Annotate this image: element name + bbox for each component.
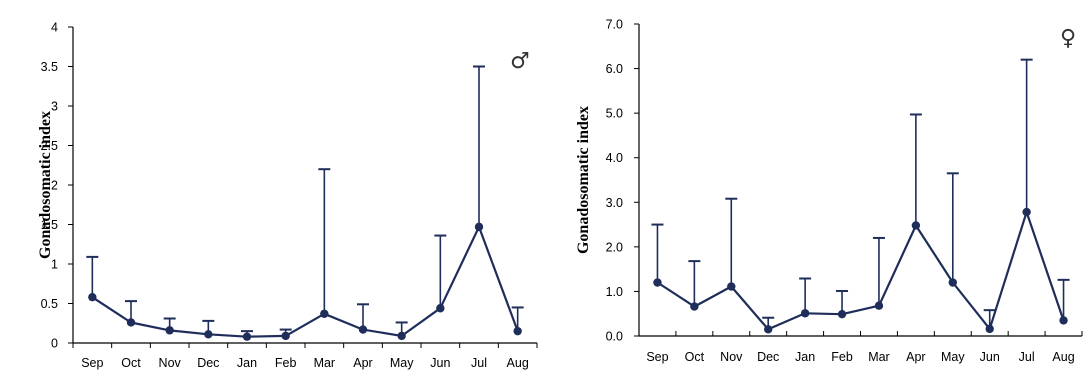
y-tick-label: 4 [51,21,58,35]
male-gsi-chart: 0 0.5 1 1.5 2 2.5 3 3.5 4 Sep Oct Nov Dec Jan Feb Mar Ap… [37,21,538,370]
x-tick-label: Jan [237,356,257,370]
data-point [985,324,994,334]
y-tick-label: 7.0 [606,18,623,32]
data-point [126,318,136,327]
y-tick-label: 0 [51,337,58,351]
x-tick-label: Aug [507,356,529,370]
x-tick-label: May [390,356,414,370]
data-point [513,326,522,336]
y-tick-label: 4.0 [606,151,623,165]
data-point [320,309,329,318]
y-tick-label: 1.5 [41,218,58,232]
y-tick-label: 1 [51,258,58,272]
x-tick-label: Oct [685,350,705,364]
y-tick-label: 1.0 [606,285,623,299]
data-point [1059,316,1068,325]
series-line [91,225,519,338]
male-symbol: ♂ [510,49,530,74]
x-tick-label: Apr [906,350,925,364]
x-tick-label: Nov [720,350,743,364]
x-tick-label: Jul [471,356,487,370]
data-point [837,309,847,319]
x-tick-label: Dec [757,350,779,364]
data-point [874,301,884,310]
data-point [727,282,736,291]
y-tick-label: 2.0 [606,240,623,254]
female-gsi-chart: 0.0 1.0 2.0 3.0 4.0 5.0 6.0 7.0 Sep Oct Nov Dec Jan F… [575,18,1083,364]
data-point [653,278,662,287]
x-tick-label: May [941,350,965,364]
data-point [397,331,406,341]
data-point [436,304,445,313]
y-axis-label: Gonadosomatic index [37,111,54,259]
y-tick-label: 0.0 [606,330,623,344]
data-point [948,278,957,287]
data-point [358,325,368,334]
data-point [690,302,699,311]
data-point [204,330,213,339]
y-tick-label: 3.5 [41,60,58,74]
data-point [800,309,810,318]
data-point [1022,207,1031,217]
data-point [165,326,174,335]
x-tick-label: Oct [121,356,141,370]
y-tick-label: 3.0 [606,196,623,210]
data-point [88,292,97,302]
data-point [911,221,921,230]
x-tick-label: Jun [980,350,1000,364]
y-tick-label: 2.5 [41,139,58,153]
female-symbol: ♀ [1060,26,1076,51]
x-tick-label: Sep [646,350,668,364]
x-tick-label: Apr [353,356,372,370]
x-tick-label: Sep [81,356,103,370]
y-tick-label: 0.5 [41,297,58,311]
x-tick-label: Mar [868,350,890,364]
x-tick-label: Feb [275,356,297,370]
y-tick-label: 5.0 [606,107,623,121]
x-tick-label: Aug [1052,350,1074,364]
x-tick-label: Jun [430,356,450,370]
x-tick-label: Feb [831,350,853,364]
y-tick-label: 6.0 [606,62,623,76]
y-tick-label: 2 [51,179,58,193]
x-tick-label: Dec [197,356,219,370]
data-point [281,331,290,341]
x-tick-label: Jul [1019,350,1035,364]
y-tick-label: 3 [51,100,58,114]
data-point [242,332,252,341]
x-tick-label: Jan [795,350,815,364]
data-point [474,222,484,232]
x-tick-label: Mar [314,356,336,370]
x-tick-label: Nov [159,356,182,370]
data-point [764,325,773,334]
y-axis-label: Gonadosomatic index [575,106,592,254]
series-line [656,211,1065,331]
